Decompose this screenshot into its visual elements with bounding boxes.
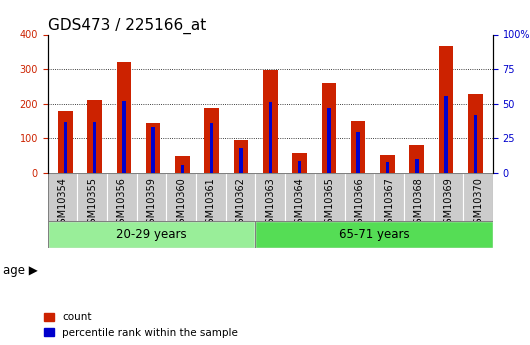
Bar bbox=[239, 148, 243, 173]
Text: GSM10356: GSM10356 bbox=[117, 177, 127, 230]
Bar bbox=[444, 96, 448, 173]
Bar bbox=[93, 122, 96, 173]
Text: GSM10368: GSM10368 bbox=[414, 177, 423, 230]
FancyBboxPatch shape bbox=[226, 173, 255, 221]
Text: GSM10363: GSM10363 bbox=[266, 177, 275, 230]
Bar bbox=[210, 123, 214, 173]
Bar bbox=[58, 111, 73, 173]
FancyBboxPatch shape bbox=[137, 173, 166, 221]
FancyBboxPatch shape bbox=[166, 173, 196, 221]
Text: GSM10365: GSM10365 bbox=[325, 177, 334, 230]
FancyBboxPatch shape bbox=[48, 221, 255, 248]
FancyBboxPatch shape bbox=[315, 173, 344, 221]
Text: 20-29 years: 20-29 years bbox=[116, 228, 187, 241]
Bar bbox=[205, 108, 219, 173]
Bar bbox=[234, 140, 249, 173]
FancyBboxPatch shape bbox=[285, 173, 315, 221]
Bar bbox=[87, 100, 102, 173]
Text: GSM10366: GSM10366 bbox=[355, 177, 364, 230]
Bar bbox=[356, 131, 360, 173]
FancyBboxPatch shape bbox=[48, 173, 77, 221]
Legend: count, percentile rank within the sample: count, percentile rank within the sample bbox=[42, 310, 240, 340]
Bar bbox=[292, 153, 307, 173]
Bar bbox=[468, 94, 483, 173]
Text: age ▶: age ▶ bbox=[3, 264, 38, 277]
Text: 65-71 years: 65-71 years bbox=[339, 228, 410, 241]
Bar bbox=[64, 122, 67, 173]
FancyBboxPatch shape bbox=[107, 173, 137, 221]
Text: GSM10361: GSM10361 bbox=[206, 177, 216, 230]
FancyBboxPatch shape bbox=[77, 173, 107, 221]
Bar bbox=[439, 46, 453, 173]
FancyBboxPatch shape bbox=[255, 221, 493, 248]
FancyBboxPatch shape bbox=[344, 173, 374, 221]
Text: GSM10370: GSM10370 bbox=[473, 177, 483, 230]
Bar bbox=[152, 127, 155, 173]
Text: GDS473 / 225166_at: GDS473 / 225166_at bbox=[48, 18, 206, 34]
FancyBboxPatch shape bbox=[463, 173, 493, 221]
Bar bbox=[415, 159, 419, 173]
FancyBboxPatch shape bbox=[255, 173, 285, 221]
Bar bbox=[269, 102, 272, 173]
Bar bbox=[474, 115, 477, 173]
Bar bbox=[117, 62, 131, 173]
Text: GSM10355: GSM10355 bbox=[87, 177, 97, 230]
Bar bbox=[380, 155, 395, 173]
Bar bbox=[175, 156, 190, 173]
Bar bbox=[146, 123, 161, 173]
Text: GSM10362: GSM10362 bbox=[236, 177, 245, 230]
Text: GSM10364: GSM10364 bbox=[295, 177, 305, 230]
Bar bbox=[327, 108, 331, 173]
FancyBboxPatch shape bbox=[404, 173, 434, 221]
Bar bbox=[410, 145, 424, 173]
FancyBboxPatch shape bbox=[196, 173, 226, 221]
Bar bbox=[386, 162, 389, 173]
Bar bbox=[351, 121, 366, 173]
Text: GSM10360: GSM10360 bbox=[176, 177, 186, 230]
FancyBboxPatch shape bbox=[374, 173, 404, 221]
Bar bbox=[322, 83, 336, 173]
Bar bbox=[122, 101, 126, 173]
Bar bbox=[298, 161, 302, 173]
Bar bbox=[263, 70, 278, 173]
Text: GSM10359: GSM10359 bbox=[147, 177, 156, 230]
FancyBboxPatch shape bbox=[434, 173, 463, 221]
Text: GSM10367: GSM10367 bbox=[384, 177, 394, 230]
Text: GSM10369: GSM10369 bbox=[444, 177, 453, 230]
Bar bbox=[181, 165, 184, 173]
Text: GSM10354: GSM10354 bbox=[58, 177, 67, 230]
